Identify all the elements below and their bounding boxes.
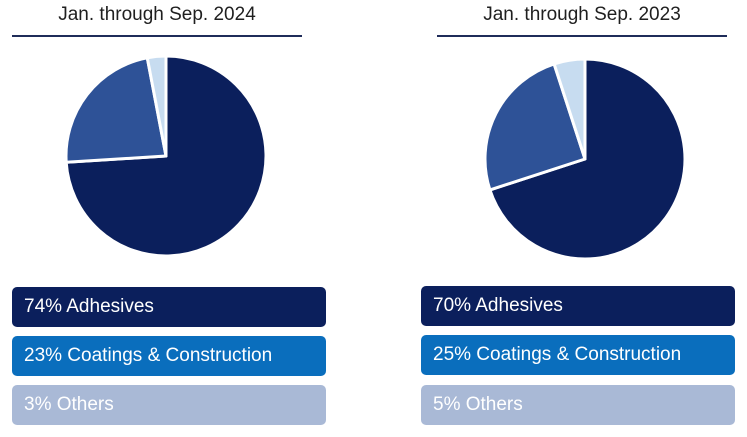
title-divider [437,35,727,37]
chart-panel-2023: Jan. through Sep. 2023 70% Adhesives 25%… [417,0,747,437]
legend-item-adhesives: 74% Adhesives [12,287,326,327]
pie-chart-2024 [64,54,268,258]
chart-panel-2024: Jan. through Sep. 2024 74% Adhesives 23%… [0,0,330,437]
pie-slice-others [552,57,587,161]
legend-item-coatings: 23% Coatings & Construction [12,336,326,376]
chart-title: Jan. through Sep. 2024 [58,4,256,25]
pie-slice-adhesives [488,57,687,261]
legend-item-adhesives: 70% Adhesives [421,286,735,326]
title-divider [12,35,302,37]
legend-item-others: 5% Others [421,385,735,425]
pie-chart-2023 [483,57,687,261]
pie-slice-coatings [483,62,587,192]
legend-item-others: 3% Others [12,385,326,425]
pie-slice-others [145,54,168,158]
chart-title: Jan. through Sep. 2023 [483,4,681,25]
pie-slice-coatings [64,56,168,164]
legend-item-coatings: 25% Coatings & Construction [421,335,735,375]
